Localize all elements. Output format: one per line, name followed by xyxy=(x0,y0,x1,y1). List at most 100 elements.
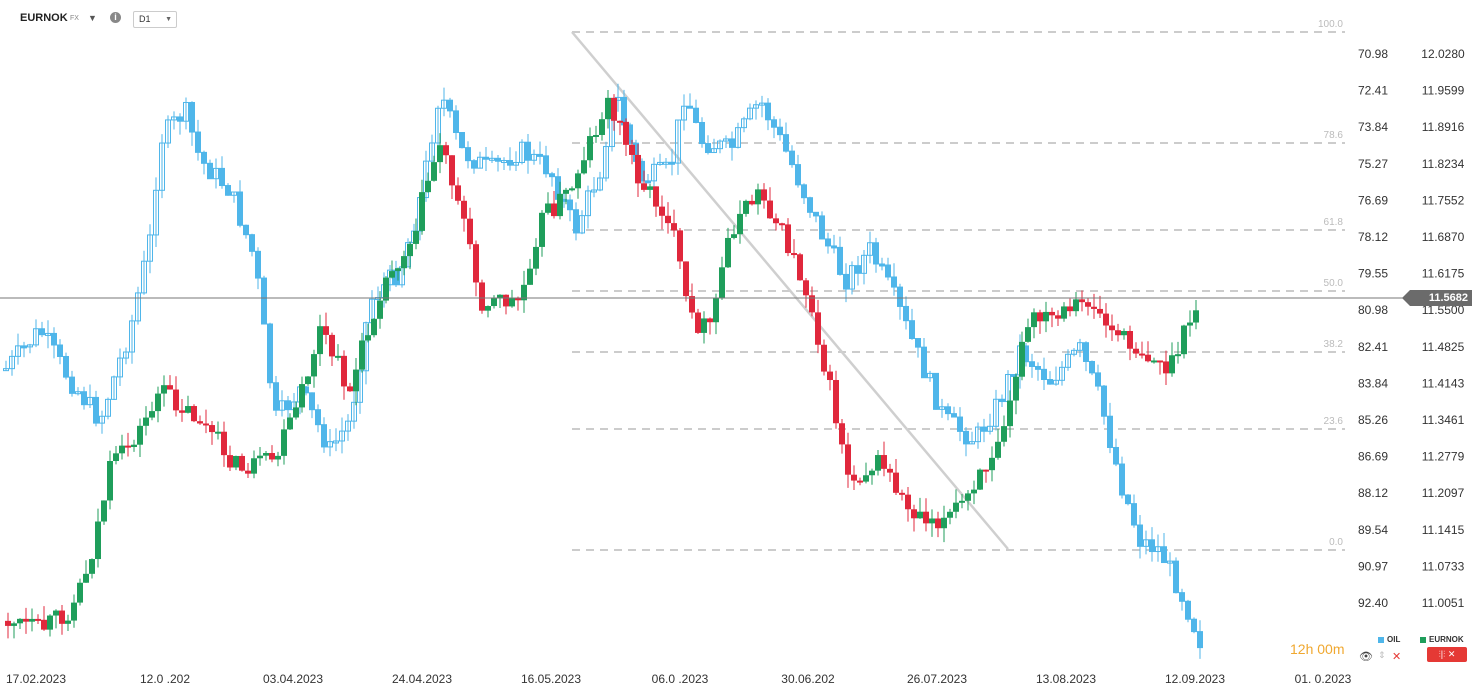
candle xyxy=(527,258,533,285)
close-icon[interactable]: ✕ xyxy=(1392,651,1402,663)
left-axis-tick: 78.12 xyxy=(1358,230,1388,244)
candle xyxy=(201,150,207,175)
candle xyxy=(501,157,507,171)
candle xyxy=(855,255,861,286)
candle xyxy=(873,237,879,273)
legend-oil[interactable]: OIL xyxy=(1378,635,1400,644)
candle xyxy=(3,360,9,372)
candle xyxy=(833,370,839,429)
candle xyxy=(1179,588,1185,611)
left-axis-tick: 79.55 xyxy=(1358,267,1388,281)
right-axis-tick: 11.1415 xyxy=(1422,523,1465,537)
candle-timer: 12h 00m xyxy=(1290,641,1344,657)
chart-header: EURNOK FX ▼ i D1 ▼ xyxy=(0,0,1300,34)
timeframe-select[interactable]: D1 ▼ xyxy=(133,11,177,28)
candle xyxy=(905,487,911,522)
candle xyxy=(219,156,225,189)
candle xyxy=(803,277,809,308)
candle xyxy=(41,606,47,631)
candle xyxy=(719,256,725,300)
symbol-dropdown-icon[interactable]: ▼ xyxy=(88,13,97,23)
symbol-name[interactable]: EURNOK xyxy=(20,12,68,24)
candle xyxy=(309,392,315,419)
candle xyxy=(717,139,723,154)
series-settings-button[interactable]: ⫶|⫶ ✕ xyxy=(1427,647,1467,662)
candle xyxy=(681,94,687,131)
candle xyxy=(141,250,147,295)
candle xyxy=(1151,357,1157,364)
candle xyxy=(867,231,873,264)
trend-line[interactable] xyxy=(571,31,1009,550)
candle xyxy=(1059,361,1065,386)
candle xyxy=(899,489,905,501)
candle xyxy=(521,270,527,313)
right-axis-tick: 11.7552 xyxy=(1422,193,1465,207)
candle xyxy=(1103,303,1109,338)
candle xyxy=(743,199,749,217)
candle xyxy=(251,450,257,479)
candle xyxy=(1149,527,1155,562)
candle xyxy=(1007,390,1013,438)
candle xyxy=(255,247,261,290)
candle xyxy=(1037,309,1043,334)
candle xyxy=(477,151,483,169)
fib-level-label: 100.0 xyxy=(1318,19,1343,30)
candle xyxy=(263,450,269,461)
candle xyxy=(1085,298,1091,316)
candle xyxy=(93,390,99,427)
candle xyxy=(651,157,657,188)
candle xyxy=(147,224,153,274)
left-axis-tick: 89.54 xyxy=(1358,523,1388,537)
right-axis-tick: 11.2097 xyxy=(1422,486,1465,500)
candle xyxy=(233,455,239,471)
candle xyxy=(741,116,747,133)
candle xyxy=(1131,494,1137,528)
candle xyxy=(207,159,213,180)
candle xyxy=(773,213,779,231)
candle xyxy=(537,141,543,165)
eye-icon[interactable]: 👁 xyxy=(1359,651,1373,663)
candle xyxy=(1055,310,1061,326)
candle xyxy=(1079,290,1085,312)
candle xyxy=(249,233,255,257)
sort-icon[interactable]: ⇕ xyxy=(1378,650,1386,660)
candle xyxy=(435,105,441,148)
candle xyxy=(927,370,933,382)
candle xyxy=(807,196,813,218)
left-axis-tick: 88.12 xyxy=(1358,486,1388,500)
x-axis-tick: 17.02.2023 xyxy=(6,672,66,686)
candle xyxy=(281,419,287,465)
candle xyxy=(105,397,111,420)
eurnok-series xyxy=(5,89,1199,639)
candle xyxy=(861,249,867,285)
candle xyxy=(1185,599,1191,623)
candle xyxy=(815,299,821,354)
candle xyxy=(1013,373,1019,415)
left-axis-tick: 70.98 xyxy=(1358,47,1388,61)
right-axis-tick: 11.9599 xyxy=(1422,84,1465,98)
info-icon[interactable]: i xyxy=(110,12,121,23)
legend-oil-swatch xyxy=(1378,636,1384,643)
candle xyxy=(503,294,509,315)
candle xyxy=(107,450,113,510)
timeframe-value: D1 xyxy=(139,14,151,24)
candle xyxy=(659,195,665,230)
candle xyxy=(1083,341,1089,372)
candle xyxy=(549,171,555,187)
right-axis-tick: 11.5500 xyxy=(1422,303,1465,317)
candle xyxy=(1067,298,1073,317)
legend-eurnok[interactable]: EURNOK xyxy=(1420,635,1464,644)
candle xyxy=(491,295,497,309)
candle xyxy=(971,480,977,505)
candle xyxy=(507,147,513,171)
candle xyxy=(575,169,581,199)
candle xyxy=(929,509,935,537)
candle xyxy=(1089,360,1095,376)
candle xyxy=(569,186,575,192)
candle xyxy=(933,372,939,410)
left-axis-tick: 73.84 xyxy=(1358,120,1388,134)
candle xyxy=(879,257,885,271)
candle xyxy=(1175,341,1181,364)
candle xyxy=(543,145,549,178)
